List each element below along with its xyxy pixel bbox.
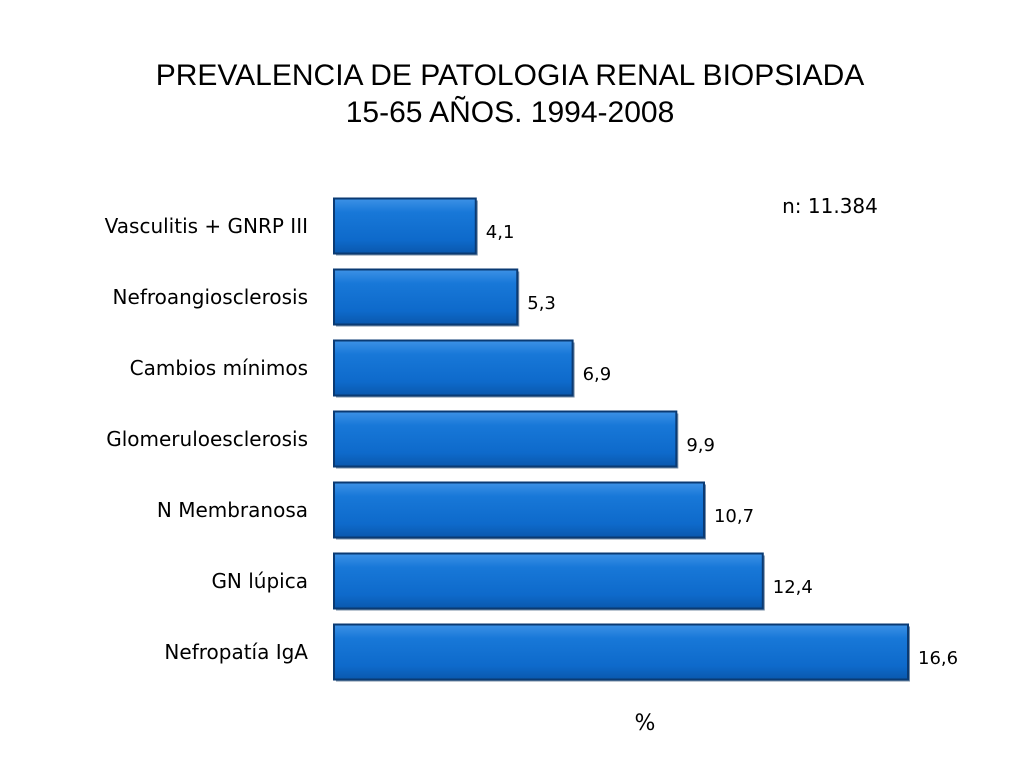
bar: [333, 623, 909, 681]
chart-title-line-1: PREVALENCIA DE PATOLOGIA RENAL BIOPSIADA: [156, 59, 865, 92]
category-label: Glomeruloesclerosis: [106, 427, 308, 451]
value-label: 16,6: [918, 648, 958, 669]
category-label: Cambios mínimos: [130, 356, 308, 380]
bar: [333, 339, 574, 397]
value-label: 12,4: [773, 577, 813, 598]
bar: [333, 268, 519, 326]
category-label: Nefropatía IgA: [164, 640, 308, 664]
category-label: GN lúpica: [211, 569, 308, 593]
category-label: Vasculitis + GNRP III: [105, 214, 308, 238]
value-label: 5,3: [527, 293, 556, 314]
x-axis-label: %: [635, 711, 656, 736]
value-label: 9,9: [686, 435, 715, 456]
bar: [333, 481, 705, 539]
category-label: N Membranosa: [157, 498, 308, 522]
chart-title-line-2: 15-65 AÑOS. 1994-2008: [346, 95, 675, 129]
bar: [333, 410, 678, 468]
bar: [333, 552, 764, 610]
value-label: 10,7: [714, 506, 754, 527]
sample-size-annotation: n: 11.384: [782, 194, 878, 218]
category-label: Nefroangiosclerosis: [113, 285, 308, 309]
value-label: 6,9: [583, 364, 612, 385]
bars-group: Vasculitis + GNRP III 4,1 Nefroangiosclero…: [105, 197, 958, 682]
value-label: 4,1: [486, 222, 515, 243]
bar: [333, 197, 477, 255]
